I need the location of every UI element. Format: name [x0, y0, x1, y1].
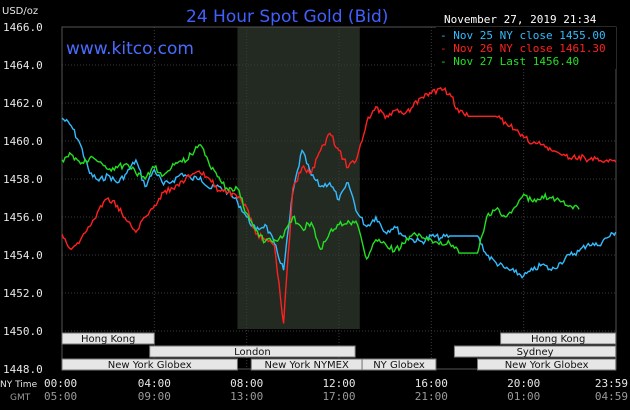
series-line-1: [61, 117, 617, 279]
market-session-label: Sydney: [517, 347, 554, 358]
legend-label-3: Nov 27 Last 1456.40: [453, 55, 579, 68]
legend-entry-2: - Nov 26 NY close 1461.30: [440, 42, 606, 55]
site-watermark: www.kitco.com: [66, 39, 194, 59]
y-tick-label: 1448.0: [3, 363, 43, 376]
x-tick-label-ny: 00:00: [44, 377, 77, 390]
market-session-label: NY Globex: [373, 360, 425, 371]
y-tick-label: 1464.0: [3, 59, 43, 72]
y-tick-label: 1456.0: [3, 211, 43, 224]
legend-box: [436, 27, 616, 69]
market-session-bar: [61, 332, 155, 345]
x-tick-label-ny: 12:00: [322, 377, 355, 390]
x-tick-label-gmt: 13:00: [230, 390, 263, 403]
x-tick-label-gmt: 21:00: [415, 390, 448, 403]
market-session-label: Hong Kong: [81, 334, 135, 345]
market-sessions: Hong Kong London New York Globex New York N…: [61, 332, 617, 371]
x-axis-label-gmt: GMT: [10, 393, 31, 403]
market-session-bar: [361, 358, 437, 371]
x-tick-label-gmt: 01:00: [507, 390, 540, 403]
market-session-bar: [477, 358, 617, 371]
y-axis-unit: USD/oz: [2, 6, 38, 17]
series-line-3: [61, 144, 580, 261]
market-session-label: London: [234, 347, 271, 358]
x-tick-label-ny: 20:00: [507, 377, 540, 390]
x-tick-label-ny: 16:00: [415, 377, 448, 390]
legend-label-1: Nov 25 NY close 1455.00: [453, 29, 605, 42]
legend-entry-1: - Nov 25 NY close 1455.00: [440, 29, 606, 42]
x-axis-label-ny: NY Time: [0, 380, 38, 390]
y-tick-label: 1458.0: [3, 173, 43, 186]
y-tick-label: 1450.0: [3, 325, 43, 338]
x-tick-label-ny: 04:00: [138, 377, 171, 390]
market-session-bar: [61, 358, 238, 371]
legend-label-2: Nov 26 NY close 1461.30: [453, 42, 605, 55]
series-line-2: [61, 86, 617, 324]
y-tick-label: 1452.0: [3, 287, 43, 300]
x-tick-label-gmt: 04:59: [595, 390, 628, 403]
market-session-bar: [149, 345, 356, 358]
x-tick-label-gmt: 17:00: [322, 390, 355, 403]
chart-title: 24 Hour Spot Gold (Bid): [186, 7, 388, 27]
market-session-bar: [453, 345, 617, 358]
market-session-label: New York Globex: [505, 360, 589, 371]
y-tick-label: 1466.0: [3, 21, 43, 34]
legend-entry-3: - Nov 27 Last 1456.40: [440, 55, 579, 68]
market-session-bar: [500, 332, 617, 345]
y-tick-label: 1454.0: [3, 249, 43, 262]
y-tick-label: 1460.0: [3, 135, 43, 148]
market-session-label: Hong Kong: [531, 334, 585, 345]
x-tick-label-ny: 08:00: [230, 377, 263, 390]
market-session-label: New York Globex: [108, 360, 192, 371]
legend: - Nov 25 NY close 1455.00 - Nov 26 NY cl…: [436, 27, 616, 69]
market-session-label: New York NYMEX: [265, 360, 350, 371]
series-lines: [61, 86, 617, 324]
y-axis-ticks: 1466.0 1464.0 1462.0 1460.0 1458.0 1456.0 1454…: [3, 21, 43, 376]
chart-timestamp: November 27, 2019 21:34: [444, 13, 597, 26]
x-tick-label-gmt: 05:00: [44, 390, 77, 403]
x-tick-label-ny: 23:59: [595, 377, 628, 390]
y-tick-label: 1462.0: [3, 97, 43, 110]
x-tick-label-gmt: 09:00: [138, 390, 171, 403]
